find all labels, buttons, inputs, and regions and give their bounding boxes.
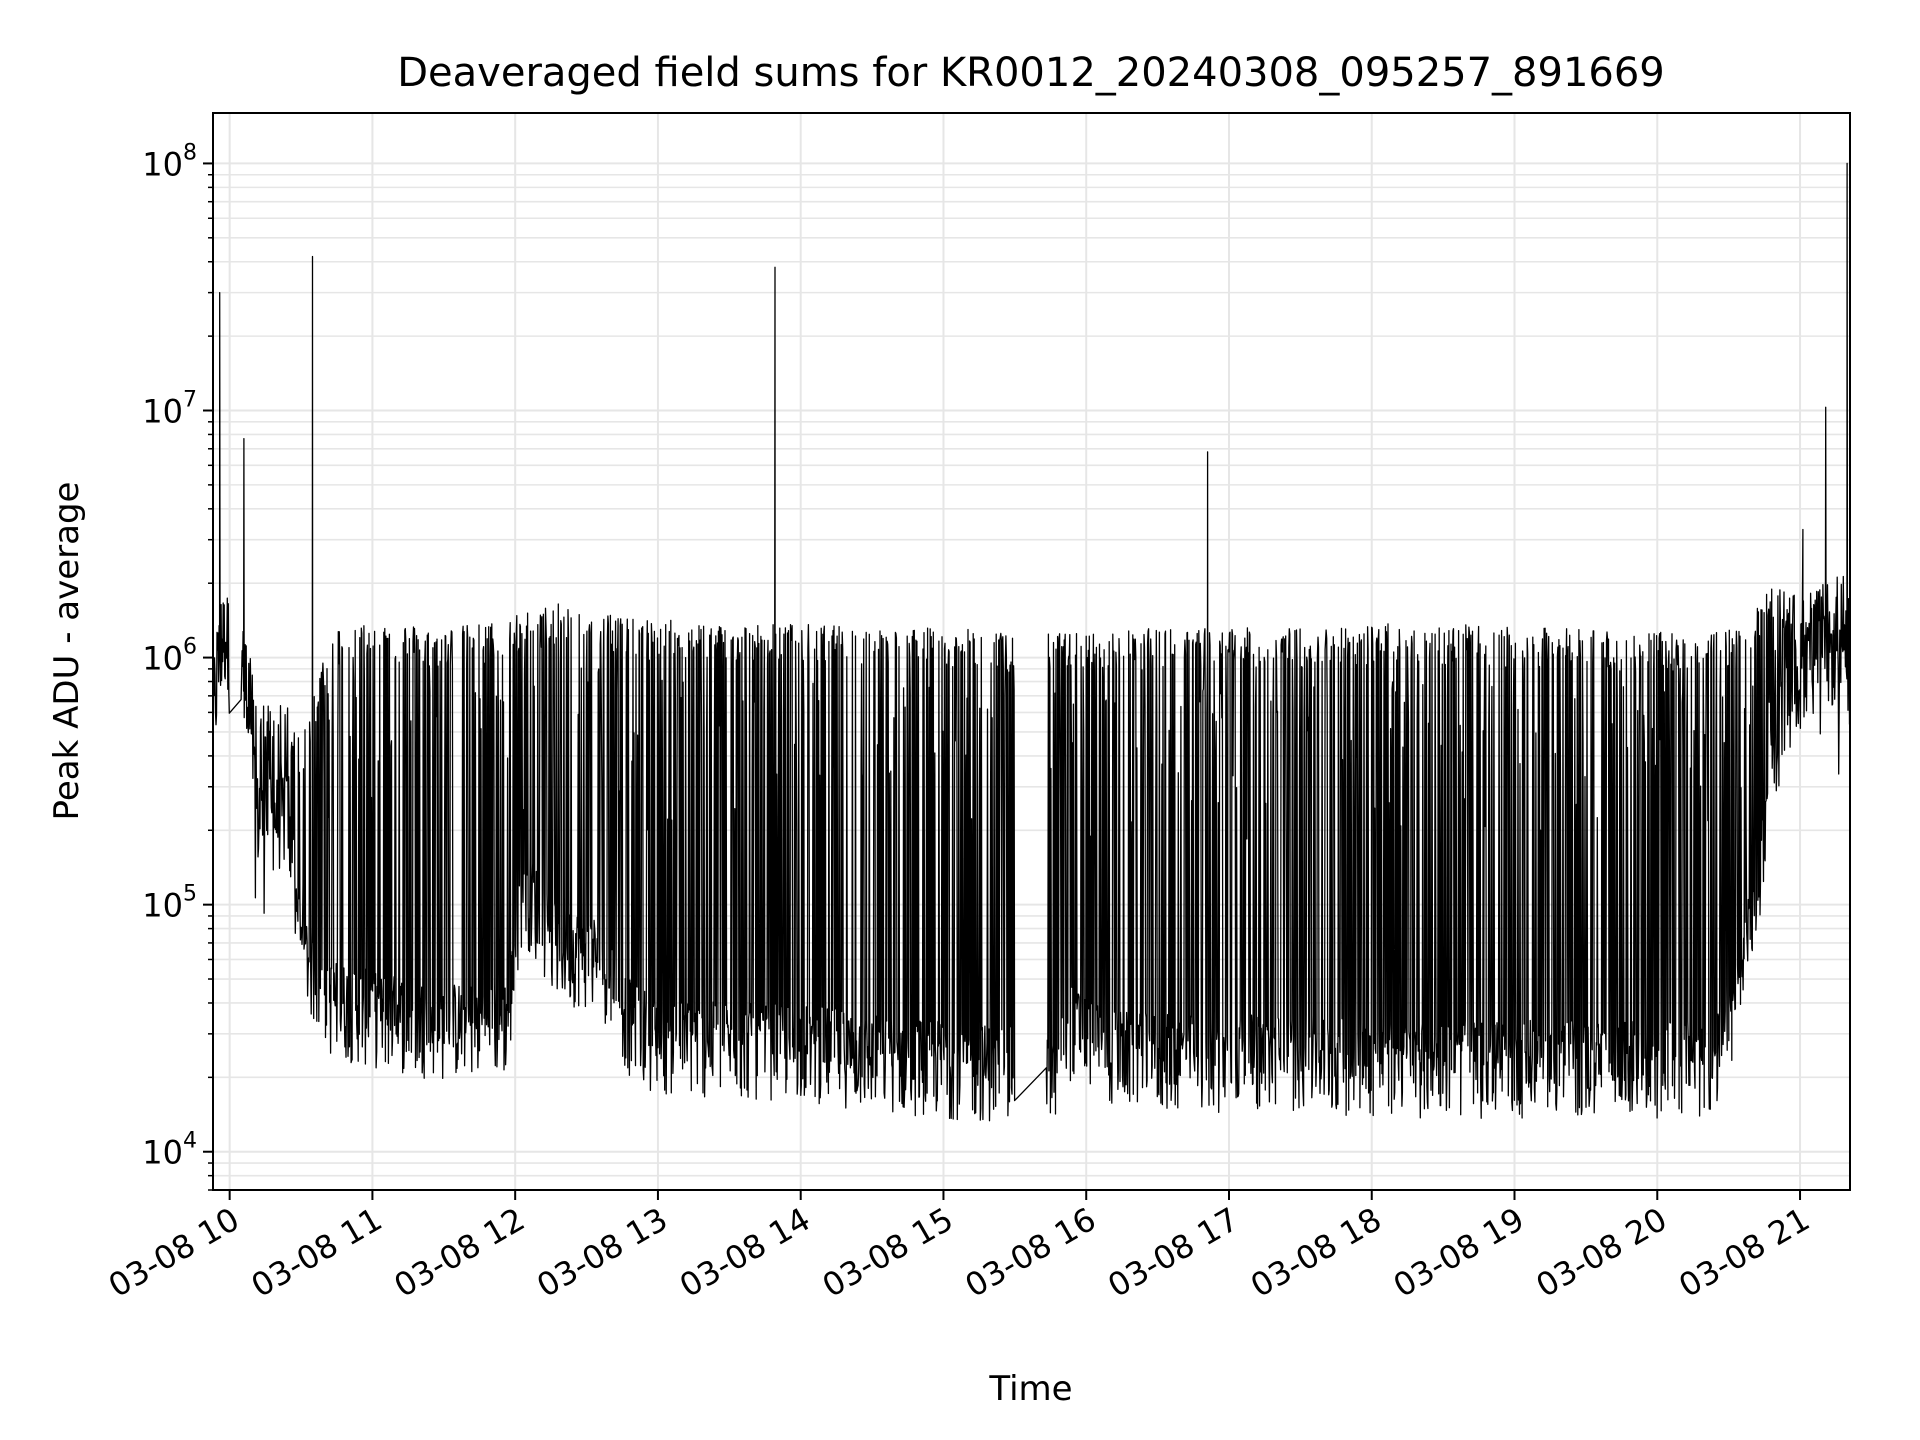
- y-tick-exponent: 6: [183, 635, 197, 660]
- y-tick-base: 10: [142, 145, 183, 183]
- y-tick-label: 106: [142, 635, 197, 678]
- series-line: [212, 162, 1851, 1122]
- y-tick-exponent: 4: [183, 1129, 197, 1154]
- y-axis-label: Peak ADU - average: [47, 482, 87, 821]
- plot-frame: [212, 112, 1851, 1191]
- y-tick-base: 10: [142, 887, 183, 925]
- y-tick-exponent: 5: [183, 882, 197, 907]
- y-tick-label: 108: [142, 140, 197, 183]
- y-tick-label: 105: [142, 882, 197, 925]
- series-path: [212, 162, 1851, 1122]
- y-tick-label: 107: [142, 388, 197, 431]
- y-tick-base: 10: [142, 1134, 183, 1172]
- y-tick-base: 10: [142, 640, 183, 678]
- y-tick-label: 104: [142, 1129, 197, 1172]
- chart-title: Deaveraged field sums for KR0012_2024030…: [397, 50, 1665, 96]
- y-tick-base: 10: [142, 393, 183, 431]
- y-tick-exponent: 8: [183, 140, 197, 165]
- y-tick-exponent: 7: [183, 388, 197, 413]
- x-axis-label: Time: [988, 1369, 1072, 1409]
